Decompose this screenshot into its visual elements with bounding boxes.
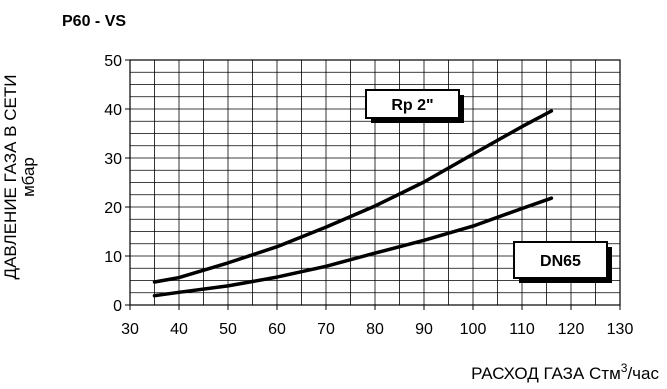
legend-box-rp2: Rp 2": [365, 89, 464, 123]
y-axis-label-line2: мбар: [19, 157, 38, 197]
x-tick-labels: 30 40 50 60 70 80 90 100 110 120 130: [121, 305, 633, 338]
y-tick-label: 10: [104, 249, 122, 266]
legend-label-rp2: Rp 2": [391, 97, 433, 114]
x-tick-label: 70: [317, 321, 335, 338]
x-tick-label: 40: [170, 321, 188, 338]
legend-box-dn65: DN65: [513, 241, 612, 283]
x-tick-label: 80: [366, 321, 384, 338]
x-tick-label: 30: [121, 321, 139, 338]
x-tick-label: 110: [509, 321, 535, 338]
x-axis-label-sup: 3: [621, 361, 628, 375]
x-axis-label: РАСХОД ГАЗА Стм3/час: [471, 361, 659, 383]
x-tick-label: 50: [219, 321, 237, 338]
x-axis-label-suffix: /час: [627, 364, 659, 383]
y-tick-labels: 0 10 20 30 40 50: [104, 53, 130, 315]
y-tick-label: 40: [104, 102, 122, 119]
y-axis-label: ДАВЛЕНИЕ ГАЗА В СЕТИ мбар: [1, 75, 38, 280]
series-lines: [152, 109, 554, 298]
y-tick-label: 50: [104, 53, 122, 70]
x-tick-label: 100: [460, 321, 487, 338]
y-tick-label: 0: [113, 298, 122, 315]
legend-label-dn65: DN65: [540, 253, 581, 270]
y-tick-label: 30: [104, 151, 122, 168]
series-line-rp2: [152, 109, 554, 284]
series-line-dn65: [152, 196, 554, 298]
x-tick-label: 120: [558, 321, 585, 338]
y-axis-label-line1: ДАВЛЕНИЕ ГАЗА В СЕТИ: [1, 75, 20, 280]
x-tick-label: 90: [415, 321, 433, 338]
x-tick-label: 60: [268, 321, 286, 338]
y-tick-label: 20: [104, 200, 122, 217]
x-tick-label: 130: [607, 321, 634, 338]
chart-title: P60 - VS: [62, 13, 126, 30]
x-axis-label-main: РАСХОД ГАЗА Стм: [471, 364, 621, 383]
